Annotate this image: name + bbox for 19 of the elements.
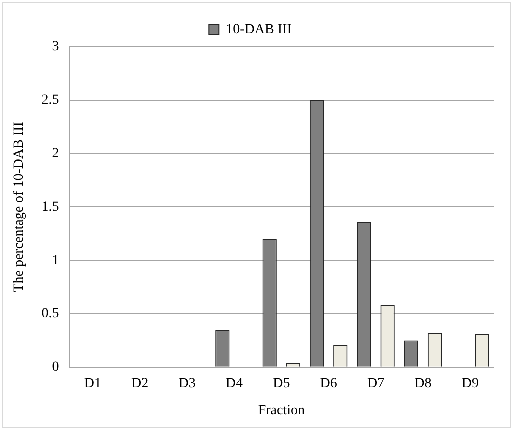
y-tick-label: 2 bbox=[52, 146, 60, 162]
legend-label: 10-DAB III bbox=[226, 22, 292, 38]
x-tick-label: D8 bbox=[414, 376, 432, 392]
y-tick-label: 1 bbox=[52, 253, 60, 268]
x-tick-label: D4 bbox=[226, 376, 244, 392]
x-axis-title: Fraction bbox=[258, 403, 305, 418]
x-tick-label: D6 bbox=[320, 376, 338, 392]
y-tick-label: 3 bbox=[52, 40, 60, 55]
x-tick-label: D9 bbox=[462, 376, 479, 392]
y-tick-label: 1.5 bbox=[42, 200, 60, 215]
x-tick-label: D7 bbox=[367, 376, 385, 392]
x-tick-label: D1 bbox=[84, 376, 102, 392]
x-tick-label: D2 bbox=[132, 376, 149, 392]
y-tick-label: 0 bbox=[52, 360, 60, 376]
y-axis-title: The percentage of 10-DAB III bbox=[12, 122, 28, 292]
y-tick-label: 2.5 bbox=[42, 93, 60, 108]
y-tick-label: 0.5 bbox=[42, 306, 60, 322]
x-tick-label: D3 bbox=[178, 376, 196, 392]
x-tick-label: D5 bbox=[273, 376, 290, 392]
